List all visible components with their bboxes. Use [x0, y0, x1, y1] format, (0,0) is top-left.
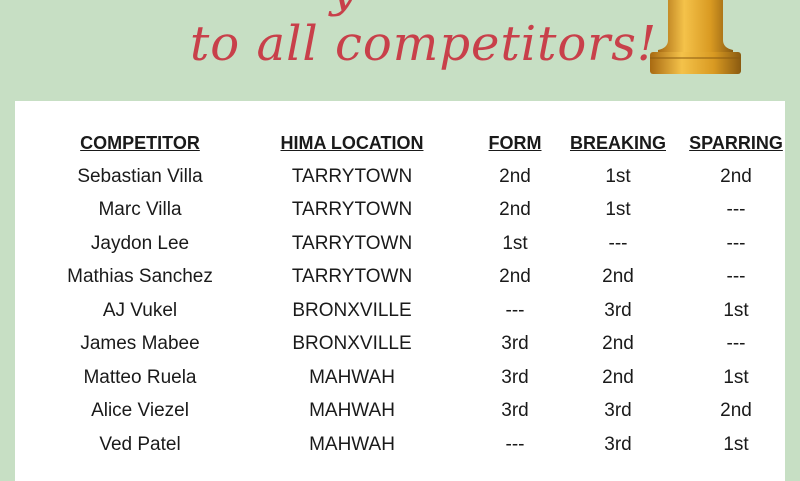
cell-location: BRONXVILLE	[292, 333, 412, 355]
cell-location: BRONXVILLE	[292, 299, 412, 321]
header-location: HIMA LOCATION	[280, 132, 424, 153]
cell-breaking: ---	[608, 232, 628, 254]
cell-location: TARRYTOWN	[291, 266, 413, 288]
cell-location: MAHWAH	[309, 366, 395, 388]
header-form: FORM	[488, 132, 542, 153]
cell-competitor: Matteo Ruela	[83, 366, 197, 388]
results-table: COMPETITOR HIMA LOCATION FORM BREAKING S…	[50, 126, 792, 462]
cell-form: 3rd	[501, 333, 529, 355]
cell-form: 3rd	[501, 400, 529, 422]
cell-competitor: Sebastian Villa	[77, 165, 203, 187]
table-row: James Mabee BRONXVILLE 3rd 2nd ---	[50, 328, 792, 362]
cell-location: MAHWAH	[309, 433, 395, 455]
cell-location: TARRYTOWN	[291, 199, 413, 221]
cell-form: 2nd	[499, 199, 531, 221]
cell-sparring: ---	[726, 232, 746, 254]
cell-competitor: Mathias Sanchez	[67, 266, 213, 288]
cell-form: 2nd	[499, 266, 531, 288]
table-row: AJ Vukel BRONXVILLE --- 3rd 1st	[50, 294, 792, 328]
table-row: Marc Villa TARRYTOWN 2nd 1st ---	[50, 194, 792, 228]
cell-form: 1st	[502, 232, 528, 254]
cell-form: ---	[505, 299, 525, 321]
header-competitor: COMPETITOR	[80, 132, 200, 153]
cell-competitor: Marc Villa	[98, 199, 182, 221]
cell-competitor: James Mabee	[80, 333, 200, 355]
table-row: Mathias Sanchez TARRYTOWN 2nd 2nd ---	[50, 261, 792, 295]
table-row: Sebastian Villa TARRYTOWN 2nd 1st 2nd	[50, 160, 792, 194]
cell-sparring: 2nd	[720, 400, 752, 422]
cell-breaking: 1st	[605, 199, 631, 221]
cell-location: MAHWAH	[309, 400, 395, 422]
cell-competitor: AJ Vukel	[102, 299, 178, 321]
header-breaking: BREAKING	[569, 132, 666, 153]
cell-competitor: Jaydon Lee	[90, 232, 190, 254]
table-row: Alice Viezel MAHWAH 3rd 3rd 2nd	[50, 395, 792, 429]
table-row: Matteo Ruela MAHWAH 3rd 2nd 1st	[50, 361, 792, 395]
trophy-icon	[650, 0, 741, 74]
cell-sparring: 2nd	[720, 165, 752, 187]
cell-sparring: 1st	[723, 366, 749, 388]
cell-form: ---	[505, 433, 525, 455]
table-row: Jaydon Lee TARRYTOWN 1st --- ---	[50, 227, 792, 261]
headline: to all competitors!	[190, 16, 658, 72]
cell-breaking: 2nd	[602, 333, 634, 355]
cell-breaking: 2nd	[602, 366, 634, 388]
cell-breaking: 2nd	[602, 266, 634, 288]
cell-sparring: ---	[726, 333, 746, 355]
cell-location: TARRYTOWN	[291, 232, 413, 254]
table-row: Ved Patel MAHWAH --- 3rd 1st	[50, 428, 792, 462]
cell-breaking: 3rd	[604, 433, 632, 455]
header-row: COMPETITOR HIMA LOCATION FORM BREAKING S…	[50, 126, 792, 160]
cell-sparring: 1st	[723, 299, 749, 321]
cell-competitor: Alice Viezel	[91, 400, 189, 422]
header-sparring: SPARRING	[689, 132, 783, 153]
cell-form: 3rd	[501, 366, 529, 388]
cell-sparring: ---	[726, 199, 746, 221]
headline-partial: y	[330, 0, 357, 18]
cell-breaking: 3rd	[604, 299, 632, 321]
cell-location: TARRYTOWN	[291, 165, 413, 187]
cell-sparring: ---	[726, 266, 746, 288]
cell-breaking: 3rd	[604, 400, 632, 422]
cell-competitor: Ved Patel	[99, 433, 181, 455]
results-panel	[15, 101, 785, 481]
cell-sparring: 1st	[723, 433, 749, 455]
cell-breaking: 1st	[605, 165, 631, 187]
cell-form: 2nd	[499, 165, 531, 187]
